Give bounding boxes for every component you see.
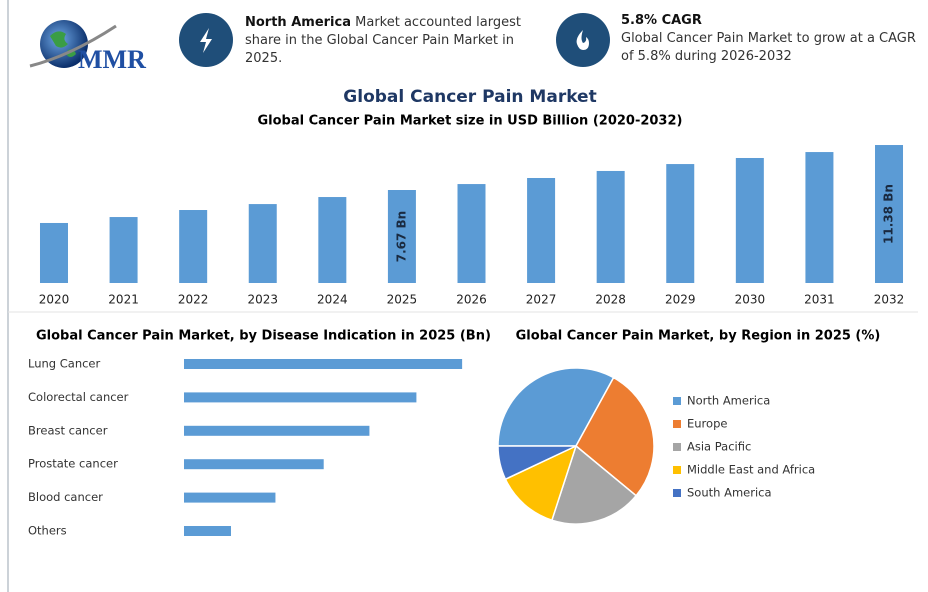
x-tick-label: 2022 bbox=[178, 293, 209, 307]
highlight-title: 5.8% CAGR bbox=[621, 13, 702, 28]
y-tick-label: Lung Cancer bbox=[28, 357, 101, 371]
value-label: 11.38 Bn bbox=[882, 184, 896, 244]
legend-label: Middle East and Africa bbox=[687, 463, 815, 477]
x-tick-label: 2030 bbox=[735, 293, 766, 307]
pie-slice bbox=[497, 445, 577, 481]
icon-bolt bbox=[200, 28, 212, 53]
bar bbox=[184, 526, 231, 536]
bar bbox=[805, 152, 834, 283]
legend-swatch bbox=[673, 489, 681, 497]
value-label: 7.67 Bn bbox=[394, 211, 408, 262]
main-title: Global Cancer Pain Market bbox=[343, 87, 596, 107]
chart-title: Global Cancer Pain Market, by Region in … bbox=[516, 329, 881, 344]
bar bbox=[318, 197, 347, 283]
legend-swatch bbox=[673, 420, 681, 428]
bar bbox=[596, 170, 625, 283]
bar bbox=[184, 359, 463, 369]
x-tick-label: 2032 bbox=[874, 293, 905, 307]
logo-text: MMR bbox=[78, 45, 146, 74]
y-tick-label: Others bbox=[28, 524, 67, 538]
highlight: North America Market accounted largest s… bbox=[245, 14, 535, 68]
x-tick-label: 2025 bbox=[387, 293, 418, 307]
highlight-title: North America bbox=[245, 15, 351, 30]
legend-label: South America bbox=[687, 486, 772, 500]
chart-title: Global Cancer Pain Market, by Disease In… bbox=[36, 329, 491, 344]
bar bbox=[248, 204, 277, 283]
y-tick-label: Breast cancer bbox=[28, 423, 108, 437]
bar bbox=[184, 392, 417, 403]
legend-label: North America bbox=[687, 394, 770, 408]
pie-slice bbox=[504, 444, 578, 522]
logo-swoosh bbox=[29, 24, 117, 68]
bar bbox=[179, 210, 208, 283]
x-tick-label: 2024 bbox=[317, 293, 348, 307]
highlight-text: Market accounted largest share in the Gl… bbox=[245, 15, 521, 66]
highlight: 5.8% CAGR Global Cancer Pain Market to gr… bbox=[621, 12, 921, 66]
x-tick-label: 2031 bbox=[804, 293, 835, 307]
icon bbox=[556, 13, 610, 67]
bar bbox=[39, 222, 68, 283]
bar bbox=[875, 145, 904, 283]
x-tick-label: 2026 bbox=[456, 293, 487, 307]
highlight-text: Global Cancer Pain Market to grow at a C… bbox=[621, 31, 916, 64]
y-tick-label: Colorectal cancer bbox=[28, 390, 129, 404]
y-tick-label: Blood cancer bbox=[28, 490, 103, 504]
pie-slice bbox=[550, 444, 638, 525]
bar bbox=[457, 184, 486, 283]
x-tick-label: 2029 bbox=[665, 293, 696, 307]
bar bbox=[184, 492, 276, 503]
pie-slice bbox=[575, 376, 655, 497]
x-tick-label: 2020 bbox=[39, 293, 70, 307]
x-tick-label: 2027 bbox=[526, 293, 557, 307]
legend-swatch bbox=[673, 466, 681, 474]
icon-drop bbox=[576, 30, 589, 50]
legend-swatch bbox=[673, 443, 681, 451]
chart-title: Global Cancer Pain Market size in USD Bi… bbox=[258, 114, 683, 129]
bar bbox=[527, 177, 556, 283]
bar bbox=[184, 425, 370, 436]
x-tick-label: 2028 bbox=[595, 293, 626, 307]
bar bbox=[109, 217, 138, 283]
x-tick-label: 2023 bbox=[247, 293, 278, 307]
legend-label: Asia Pacific bbox=[687, 440, 751, 454]
bar bbox=[666, 164, 695, 283]
bar bbox=[184, 459, 324, 470]
legend-swatch bbox=[673, 397, 681, 405]
x-tick-label: 2021 bbox=[108, 293, 139, 307]
y-tick-label: Prostate cancer bbox=[28, 457, 118, 471]
bar bbox=[387, 190, 416, 283]
pie-slice bbox=[497, 367, 615, 447]
legend-label: Europe bbox=[687, 417, 727, 431]
bar bbox=[735, 157, 764, 283]
